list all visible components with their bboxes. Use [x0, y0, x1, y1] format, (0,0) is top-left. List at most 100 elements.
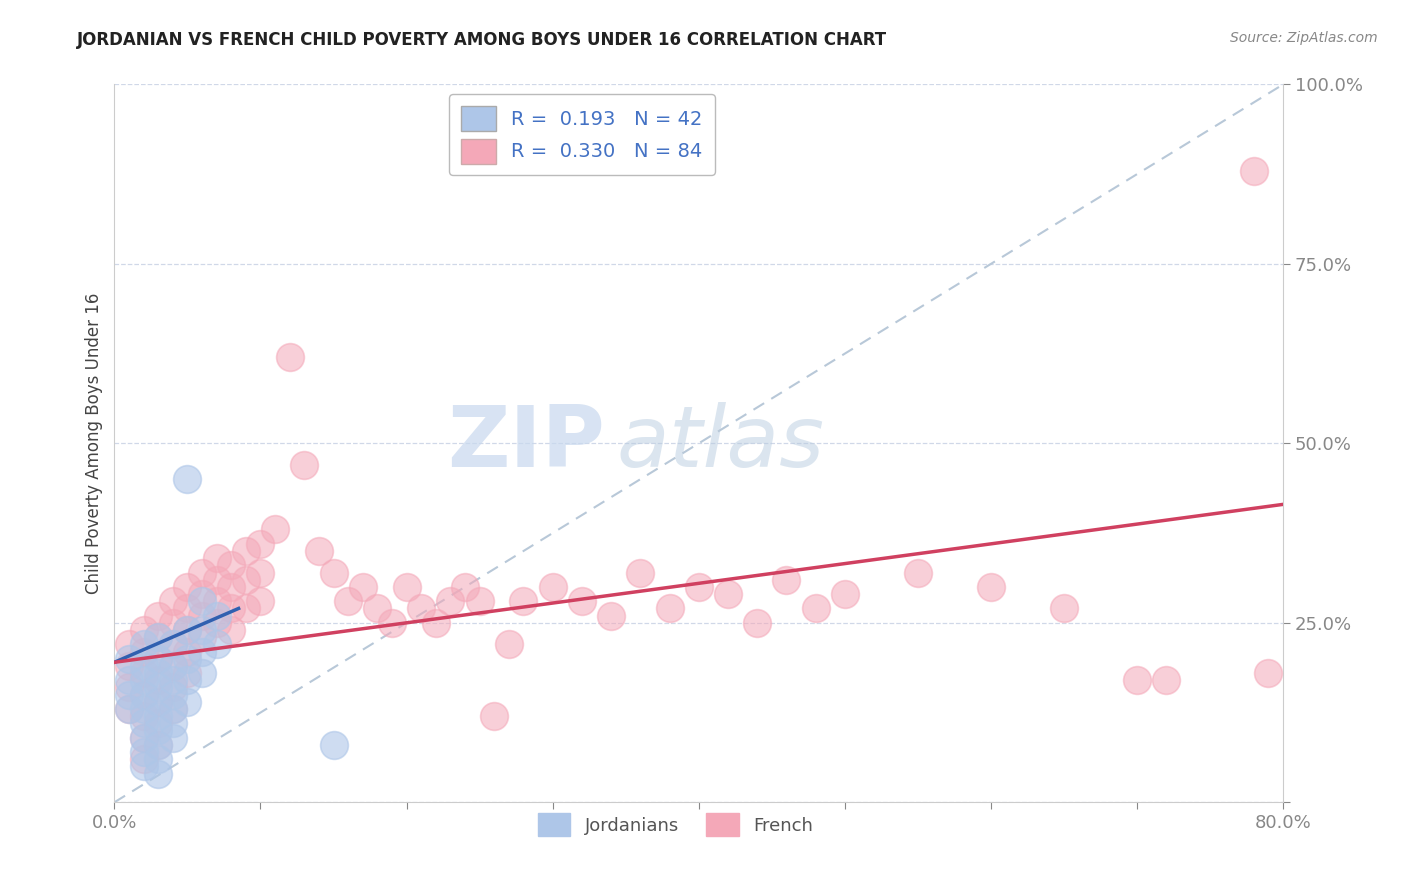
Point: [148, 651, 170, 665]
Point: [148, 709, 170, 723]
Point: [148, 695, 170, 709]
Point: [162, 731, 184, 745]
Point: [148, 630, 170, 644]
Text: Source: ZipAtlas.com: Source: ZipAtlas.com: [1230, 31, 1378, 45]
Point: [148, 651, 170, 665]
Point: [322, 738, 344, 752]
Point: [454, 580, 477, 594]
Point: [118, 702, 141, 716]
Point: [176, 673, 198, 688]
Point: [132, 752, 155, 766]
Point: [176, 651, 198, 665]
Point: [235, 573, 257, 587]
Point: [235, 544, 257, 558]
Point: [148, 723, 170, 738]
Point: [1257, 666, 1279, 681]
Point: [1053, 601, 1076, 615]
Point: [484, 709, 506, 723]
Point: [132, 731, 155, 745]
Point: [191, 587, 214, 601]
Point: [162, 702, 184, 716]
Point: [717, 587, 740, 601]
Point: [366, 601, 388, 615]
Point: [132, 759, 155, 773]
Point: [162, 637, 184, 651]
Point: [219, 580, 242, 594]
Point: [132, 731, 155, 745]
Point: [205, 594, 228, 608]
Point: [118, 681, 141, 695]
Point: [834, 587, 856, 601]
Point: [162, 673, 184, 688]
Point: [264, 523, 287, 537]
Point: [628, 566, 651, 580]
Point: [205, 637, 228, 651]
Point: [118, 702, 141, 716]
Point: [118, 651, 141, 665]
Point: [541, 580, 564, 594]
Point: [148, 752, 170, 766]
Point: [381, 615, 404, 630]
Y-axis label: Child Poverty Among Boys Under 16: Child Poverty Among Boys Under 16: [86, 293, 103, 594]
Point: [162, 659, 184, 673]
Point: [162, 681, 184, 695]
Point: [191, 666, 214, 681]
Point: [132, 709, 155, 723]
Point: [148, 666, 170, 681]
Point: [148, 673, 170, 688]
Point: [162, 615, 184, 630]
Point: [118, 659, 141, 673]
Point: [907, 566, 929, 580]
Point: [132, 666, 155, 681]
Point: [249, 566, 271, 580]
Point: [148, 738, 170, 752]
Point: [148, 716, 170, 731]
Point: [1126, 673, 1149, 688]
Point: [176, 623, 198, 637]
Point: [162, 659, 184, 673]
Text: atlas: atlas: [617, 402, 825, 485]
Point: [176, 644, 198, 658]
Point: [1154, 673, 1177, 688]
Point: [308, 544, 330, 558]
Point: [132, 623, 155, 637]
Point: [148, 695, 170, 709]
Point: [191, 594, 214, 608]
Point: [176, 623, 198, 637]
Point: [278, 350, 301, 364]
Point: [205, 551, 228, 566]
Point: [176, 666, 198, 681]
Point: [176, 472, 198, 486]
Point: [292, 458, 315, 472]
Point: [132, 745, 155, 759]
Point: [118, 673, 141, 688]
Point: [235, 601, 257, 615]
Point: [775, 573, 797, 587]
Point: [337, 594, 360, 608]
Point: [176, 695, 198, 709]
Point: [191, 623, 214, 637]
Point: [411, 601, 433, 615]
Point: [132, 659, 155, 673]
Point: [162, 637, 184, 651]
Legend: Jordanians, French: Jordanians, French: [530, 805, 820, 844]
Point: [219, 623, 242, 637]
Point: [425, 615, 447, 630]
Point: [512, 594, 534, 608]
Point: [205, 608, 228, 623]
Point: [688, 580, 710, 594]
Point: [352, 580, 374, 594]
Point: [176, 601, 198, 615]
Point: [498, 637, 520, 651]
Point: [219, 558, 242, 573]
Point: [132, 637, 155, 651]
Point: [132, 716, 155, 731]
Point: [980, 580, 1002, 594]
Point: [176, 580, 198, 594]
Point: [571, 594, 593, 608]
Point: [600, 608, 623, 623]
Point: [162, 594, 184, 608]
Point: [132, 702, 155, 716]
Point: [162, 702, 184, 716]
Point: [162, 716, 184, 731]
